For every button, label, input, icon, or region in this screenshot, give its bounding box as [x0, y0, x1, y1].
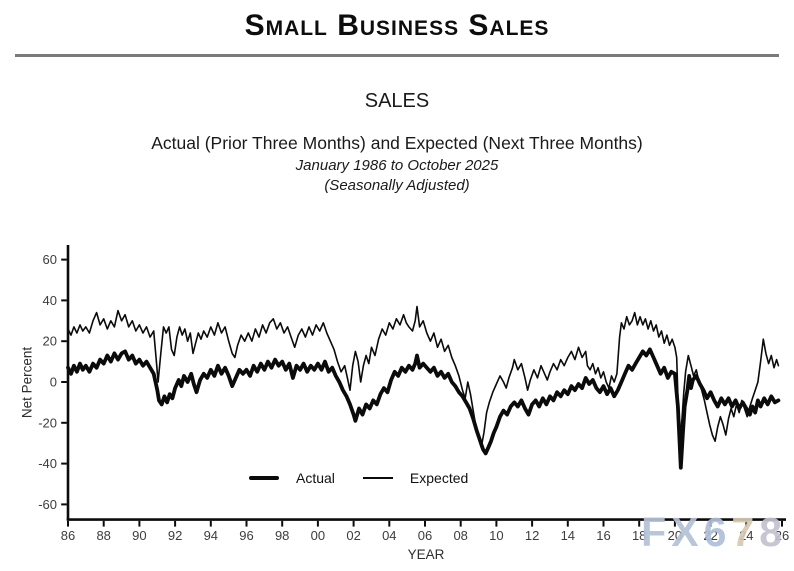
x-axis-title: YEAR [407, 547, 445, 562]
x-tick-label: 20 [668, 528, 682, 543]
chart-date-range: January 1986 to October 2025 [295, 157, 499, 174]
legend-item-actual: Actual [249, 470, 335, 486]
actual-series-line [66, 347, 781, 470]
x-tick-label: 22 [703, 528, 717, 543]
x-tick-label: 86 [61, 528, 75, 543]
chart-title: SALES [364, 90, 430, 112]
chart-legend: Actual Expected [249, 470, 468, 486]
title-divider [15, 54, 779, 57]
x-tick-label: 96 [239, 528, 253, 543]
actual-line-swatch [249, 475, 279, 481]
x-tick-label: 14 [561, 528, 575, 543]
y-tick-label: 40 [43, 293, 57, 308]
legend-label-actual: Actual [296, 470, 335, 486]
x-tick-label: 90 [132, 528, 146, 543]
chart-adjustment-note: (Seasonally Adjusted) [324, 177, 470, 194]
x-tick-label: 92 [168, 528, 182, 543]
y-tick-label: 60 [43, 252, 57, 267]
y-tick-label: -40 [38, 456, 57, 471]
chart-subtitle: Actual (Prior Three Months) and Expected… [151, 133, 643, 153]
watermark-letter: X [671, 509, 704, 555]
page-title: Small Business Sales [244, 9, 550, 42]
expected-series-line [67, 305, 780, 449]
x-tick-label: 18 [632, 528, 646, 543]
x-tick-label: 88 [96, 528, 110, 543]
x-tick-label: 10 [489, 528, 503, 543]
watermark-letter: 7 [731, 509, 760, 555]
x-tick-label: 16 [596, 528, 610, 543]
x-tick-label: 94 [204, 528, 218, 543]
legend-item-expected: Expected [362, 470, 469, 486]
watermark-letter: F [641, 509, 672, 555]
expected-line-swatch [362, 477, 393, 479]
x-tick-label: 24 [739, 528, 753, 543]
watermark-letter: 8 [759, 509, 787, 555]
x-tick-label: 06 [418, 528, 432, 543]
y-axis-title: Net Percent [19, 346, 35, 419]
y-tick-label: 20 [43, 334, 57, 349]
watermark-fx678: FX678 [641, 509, 787, 556]
x-tick-label: 12 [525, 528, 539, 543]
x-tick-label: 02 [346, 528, 360, 543]
legend-label-expected: Expected [409, 470, 469, 486]
x-tick-label: 98 [275, 528, 289, 543]
x-tick-label: 26 [775, 528, 789, 543]
x-tick-label: 04 [382, 528, 396, 543]
watermark-letter: 6 [703, 509, 732, 555]
y-tick-label: -60 [38, 497, 57, 512]
x-tick-label: 08 [453, 528, 467, 543]
y-tick-label: -20 [38, 415, 57, 430]
x-tick-label: 00 [311, 528, 325, 543]
y-tick-label: 0 [50, 375, 57, 390]
